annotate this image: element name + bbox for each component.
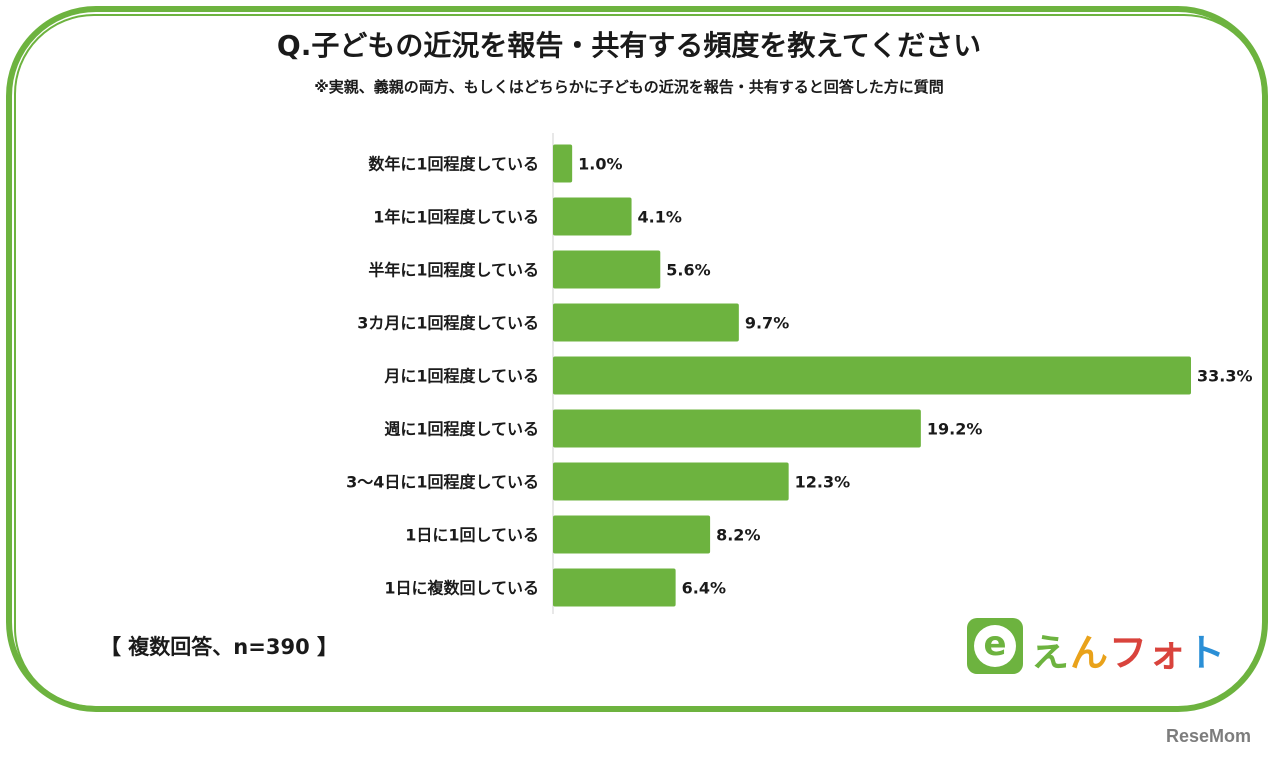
outer-frame — [6, 6, 1268, 712]
category-label: 3カ月に1回程度している — [357, 314, 539, 333]
chart-subtitle: ※実親、義親の両方、もしくはどちらかに子どもの近況を報告・共有すると回答した方に… — [314, 78, 944, 96]
resemom-watermark: ReseMom — [1166, 726, 1252, 746]
value-label: 33.3% — [1197, 367, 1253, 386]
bar — [553, 303, 739, 342]
logo-text-part-4: ト — [1187, 631, 1227, 675]
category-label: 3〜4日に1回程度している — [346, 473, 539, 492]
value-label: 9.7% — [745, 314, 789, 333]
bar — [553, 250, 661, 289]
category-label: 1日に1回している — [405, 526, 539, 545]
value-label: 5.6% — [666, 261, 710, 280]
sample-note: 【 複数回答、n=390 】 — [100, 635, 339, 659]
bar — [553, 144, 573, 183]
enphoto-logo: e えんフォト — [967, 618, 1225, 675]
value-label: 19.2% — [927, 420, 983, 439]
logo-text-part-1: え — [1031, 631, 1071, 675]
category-label: 数年に1回程度している — [368, 155, 539, 174]
logo-text-part-3: フォ — [1109, 631, 1188, 675]
value-label: 6.4% — [682, 579, 726, 598]
value-label: 4.1% — [638, 208, 682, 227]
inner-frame — [14, 14, 1264, 708]
logo-text-part-2: ん — [1070, 631, 1110, 675]
bar — [553, 197, 632, 236]
value-label: 12.3% — [795, 473, 851, 492]
value-label: 1.0% — [578, 155, 622, 174]
chart-title: Q.子どもの近況を報告・共有する頻度を教えてください — [276, 29, 982, 62]
category-label: 月に1回程度している — [383, 367, 539, 386]
bar — [553, 409, 921, 448]
category-label: 1年に1回程度している — [373, 208, 539, 227]
category-label: 週に1回程度している — [384, 420, 539, 439]
category-label: 半年に1回程度している — [368, 261, 539, 280]
bar — [553, 462, 789, 501]
bar — [553, 356, 1191, 395]
logo-text: えんフォト — [1031, 622, 1226, 677]
value-label: 8.2% — [716, 526, 760, 545]
bar — [553, 515, 711, 554]
category-label: 1日に複数回している — [384, 579, 539, 598]
logo-badge-letter: e — [974, 625, 1016, 667]
logo-badge: e — [967, 618, 1023, 674]
bar — [553, 568, 676, 607]
